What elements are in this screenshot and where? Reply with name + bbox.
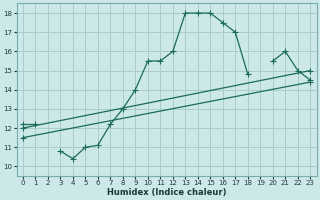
X-axis label: Humidex (Indice chaleur): Humidex (Indice chaleur)	[107, 188, 226, 197]
